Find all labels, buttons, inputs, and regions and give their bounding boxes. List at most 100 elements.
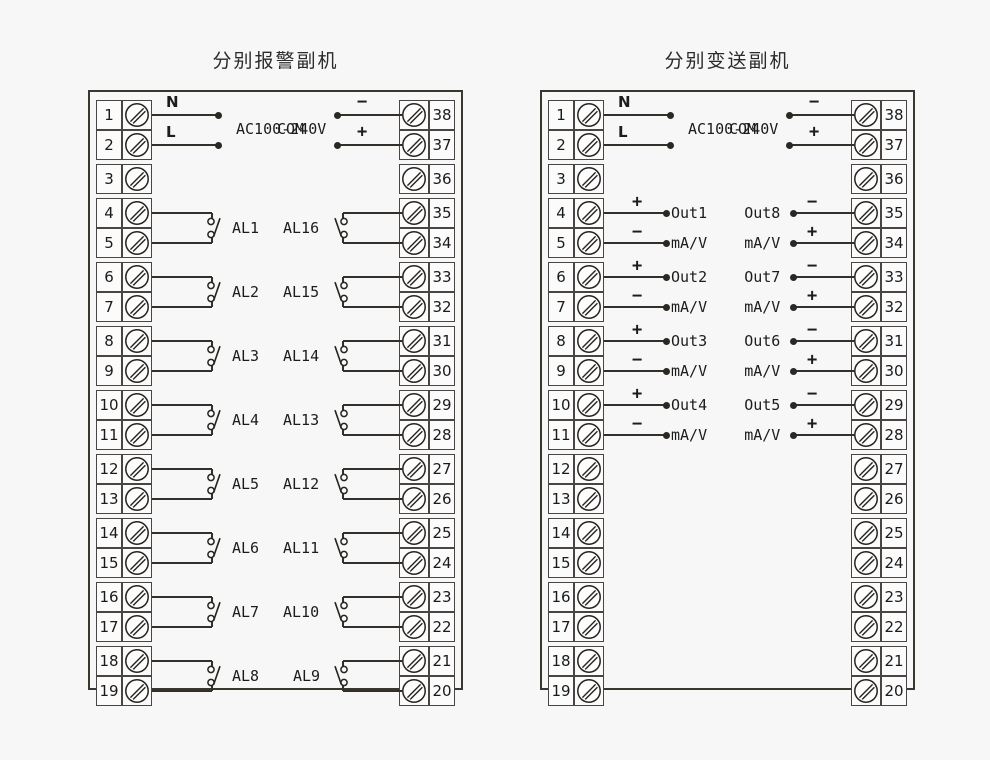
- screw-terminal-icon[interactable]: [122, 390, 152, 420]
- screw-terminal-icon[interactable]: [851, 130, 881, 160]
- screw-terminal-icon[interactable]: [851, 484, 881, 514]
- screw-terminal-icon[interactable]: [574, 198, 604, 228]
- screw-terminal-icon[interactable]: [399, 548, 429, 578]
- screw-terminal-icon[interactable]: [122, 646, 152, 676]
- terminal-left-8[interactable]: 8: [96, 326, 152, 356]
- screw-terminal-icon[interactable]: [399, 390, 429, 420]
- terminal-left-11[interactable]: 11: [548, 420, 604, 450]
- terminal-left-14[interactable]: 14: [548, 518, 604, 548]
- terminal-left-4[interactable]: 4: [96, 198, 152, 228]
- screw-terminal-icon[interactable]: [851, 164, 881, 194]
- terminal-left-17[interactable]: 17: [548, 612, 604, 642]
- terminal-right-20[interactable]: 20: [399, 676, 455, 706]
- terminal-right-30[interactable]: 30: [851, 356, 907, 386]
- screw-terminal-icon[interactable]: [399, 164, 429, 194]
- screw-terminal-icon[interactable]: [574, 292, 604, 322]
- screw-terminal-icon[interactable]: [851, 326, 881, 356]
- screw-terminal-icon[interactable]: [399, 612, 429, 642]
- terminal-left-10[interactable]: 10: [548, 390, 604, 420]
- terminal-left-15[interactable]: 15: [548, 548, 604, 578]
- terminal-right-29[interactable]: 29: [399, 390, 455, 420]
- screw-terminal-icon[interactable]: [122, 130, 152, 160]
- screw-terminal-icon[interactable]: [851, 390, 881, 420]
- screw-terminal-icon[interactable]: [399, 356, 429, 386]
- screw-terminal-icon[interactable]: [399, 228, 429, 258]
- terminal-right-23[interactable]: 23: [399, 582, 455, 612]
- terminal-right-35[interactable]: 35: [851, 198, 907, 228]
- screw-terminal-icon[interactable]: [574, 484, 604, 514]
- terminal-right-32[interactable]: 32: [399, 292, 455, 322]
- screw-terminal-icon[interactable]: [574, 130, 604, 160]
- screw-terminal-icon[interactable]: [851, 356, 881, 386]
- screw-terminal-icon[interactable]: [122, 326, 152, 356]
- terminal-right-21[interactable]: 21: [399, 646, 455, 676]
- terminal-left-1[interactable]: 1: [548, 100, 604, 130]
- screw-terminal-icon[interactable]: [399, 484, 429, 514]
- screw-terminal-icon[interactable]: [574, 646, 604, 676]
- terminal-right-25[interactable]: 25: [851, 518, 907, 548]
- screw-terminal-icon[interactable]: [399, 130, 429, 160]
- terminal-left-6[interactable]: 6: [548, 262, 604, 292]
- screw-terminal-icon[interactable]: [574, 100, 604, 130]
- screw-terminal-icon[interactable]: [851, 454, 881, 484]
- screw-terminal-icon[interactable]: [399, 326, 429, 356]
- screw-terminal-icon[interactable]: [399, 198, 429, 228]
- screw-terminal-icon[interactable]: [399, 646, 429, 676]
- screw-terminal-icon[interactable]: [574, 262, 604, 292]
- terminal-right-36[interactable]: 36: [851, 164, 907, 194]
- terminal-left-3[interactable]: 3: [96, 164, 152, 194]
- terminal-left-3[interactable]: 3: [548, 164, 604, 194]
- terminal-right-30[interactable]: 30: [399, 356, 455, 386]
- screw-terminal-icon[interactable]: [399, 454, 429, 484]
- screw-terminal-icon[interactable]: [399, 518, 429, 548]
- screw-terminal-icon[interactable]: [574, 228, 604, 258]
- terminal-left-1[interactable]: 1: [96, 100, 152, 130]
- terminal-left-9[interactable]: 9: [96, 356, 152, 386]
- terminal-left-12[interactable]: 12: [96, 454, 152, 484]
- screw-terminal-icon[interactable]: [122, 676, 152, 706]
- terminal-left-7[interactable]: 7: [96, 292, 152, 322]
- terminal-right-31[interactable]: 31: [851, 326, 907, 356]
- terminal-left-5[interactable]: 5: [548, 228, 604, 258]
- screw-terminal-icon[interactable]: [851, 292, 881, 322]
- terminal-right-34[interactable]: 34: [399, 228, 455, 258]
- screw-terminal-icon[interactable]: [574, 326, 604, 356]
- terminal-right-24[interactable]: 24: [851, 548, 907, 578]
- screw-terminal-icon[interactable]: [122, 582, 152, 612]
- terminal-left-6[interactable]: 6: [96, 262, 152, 292]
- screw-terminal-icon[interactable]: [851, 582, 881, 612]
- terminal-left-16[interactable]: 16: [96, 582, 152, 612]
- terminal-right-37[interactable]: 37: [851, 130, 907, 160]
- screw-terminal-icon[interactable]: [122, 548, 152, 578]
- screw-terminal-icon[interactable]: [851, 100, 881, 130]
- terminal-right-27[interactable]: 27: [399, 454, 455, 484]
- terminal-left-18[interactable]: 18: [96, 646, 152, 676]
- terminal-left-11[interactable]: 11: [96, 420, 152, 450]
- terminal-right-38[interactable]: 38: [851, 100, 907, 130]
- screw-terminal-icon[interactable]: [574, 164, 604, 194]
- terminal-right-27[interactable]: 27: [851, 454, 907, 484]
- terminal-right-23[interactable]: 23: [851, 582, 907, 612]
- terminal-right-36[interactable]: 36: [399, 164, 455, 194]
- terminal-left-13[interactable]: 13: [96, 484, 152, 514]
- terminal-left-15[interactable]: 15: [96, 548, 152, 578]
- terminal-left-10[interactable]: 10: [96, 390, 152, 420]
- screw-terminal-icon[interactable]: [574, 390, 604, 420]
- screw-terminal-icon[interactable]: [399, 420, 429, 450]
- screw-terminal-icon[interactable]: [574, 582, 604, 612]
- terminal-right-28[interactable]: 28: [851, 420, 907, 450]
- terminal-left-2[interactable]: 2: [96, 130, 152, 160]
- screw-terminal-icon[interactable]: [122, 228, 152, 258]
- terminal-left-19[interactable]: 19: [96, 676, 152, 706]
- terminal-right-33[interactable]: 33: [851, 262, 907, 292]
- screw-terminal-icon[interactable]: [851, 676, 881, 706]
- terminal-left-14[interactable]: 14: [96, 518, 152, 548]
- terminal-left-16[interactable]: 16: [548, 582, 604, 612]
- terminal-right-29[interactable]: 29: [851, 390, 907, 420]
- screw-terminal-icon[interactable]: [851, 420, 881, 450]
- terminal-left-17[interactable]: 17: [96, 612, 152, 642]
- terminal-right-38[interactable]: 38: [399, 100, 455, 130]
- terminal-right-34[interactable]: 34: [851, 228, 907, 258]
- terminal-left-8[interactable]: 8: [548, 326, 604, 356]
- terminal-left-12[interactable]: 12: [548, 454, 604, 484]
